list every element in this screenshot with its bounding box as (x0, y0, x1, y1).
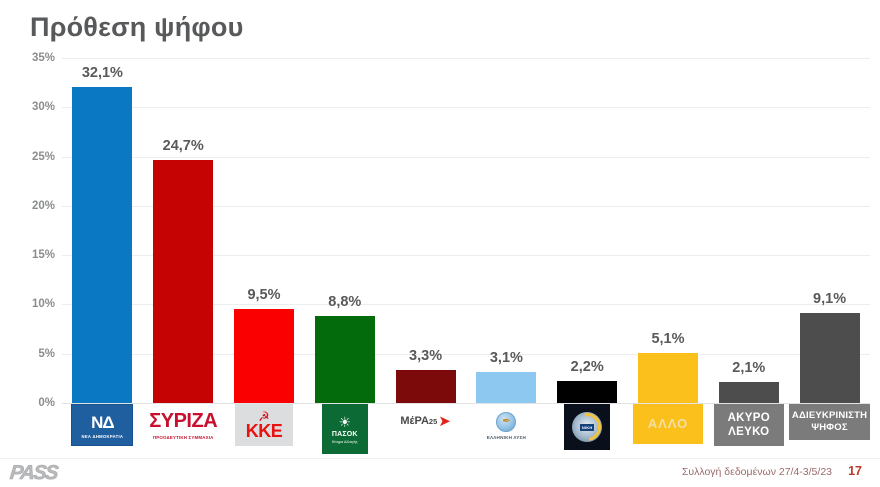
bar-value-label: 2,1% (732, 360, 766, 377)
y-axis-tick-label: 10% (31, 298, 55, 311)
adieukrinisti-psifos-label: ΑΔΙΕΥΚΡΙΝΙΣΤΗ ΨΗΦΟΣ (789, 404, 870, 440)
bar[interactable] (72, 86, 133, 403)
bar-value-label: 9,5% (247, 287, 281, 304)
mera25-logo-mark: ΜέΡΑ (400, 414, 429, 427)
y-axis-tick-label: 30% (31, 101, 55, 114)
mera25-logo: ΜέΡΑ 25 ➤ (392, 404, 459, 438)
bar-value-label: 8,8% (328, 294, 362, 311)
bar[interactable] (233, 309, 294, 403)
gridline (62, 304, 870, 306)
bar[interactable] (395, 370, 456, 403)
bar-value-label: 9,1% (813, 291, 847, 308)
category-logo-syriza[interactable]: ΣΥΡΙΖΑ ΠΡΟΟΔΕΥΤΙΚΗ ΣΥΜΜΑΧΙΑ (143, 404, 224, 462)
y-axis-tick-label: 35% (31, 52, 55, 64)
category-logo-pasok[interactable]: ☀ ΠΑΣΟΚ Κίνημα Αλλαγής (304, 404, 385, 462)
bar[interactable] (718, 382, 779, 403)
nd-logo: ΝΔ ΝΕΑ ΔΗΜΟΚΡΑΤΙΑ (71, 404, 134, 446)
bar[interactable] (637, 352, 698, 403)
category-logo-adieukrinisti[interactable]: ΑΔΙΕΥΚΡΙΝΙΣΤΗ ΨΗΦΟΣ (789, 404, 870, 462)
category-logo-kke[interactable]: ☭ ΚΚΕ (224, 404, 305, 462)
hammer-sickle-icon: ☭ (258, 409, 270, 424)
bar-value-label: 32,1% (81, 64, 123, 81)
bar[interactable] (557, 381, 618, 403)
bar-value-label: 2,2% (570, 359, 604, 376)
page-title: Πρόθεση ψήφου (30, 12, 244, 42)
globe-icon: ΝΙΚΗ (572, 412, 603, 442)
chart-bars-layer: 32,1% 24,7% 9,5% 8,8% 3,3% 3,1% 2,2% 5,1% 2,1% 9,… (62, 58, 870, 403)
bar-group[interactable]: 3,1% (466, 58, 547, 403)
footer-divider (0, 458, 880, 459)
elliniki-lysi-logo-subtitle: ΕΛΛΗΝΙΚΗ ΛΥΣΗ (486, 435, 526, 441)
y-axis-tick-label: 20% (31, 199, 55, 212)
category-logo-mera25[interactable]: ΜέΡΑ 25 ➤ (385, 404, 466, 462)
syriza-logo-mark: ΣΥΡΙΖΑ (149, 409, 218, 432)
bar-value-label: 5,1% (651, 330, 685, 347)
gridline (62, 107, 870, 109)
y-axis-tick-label: 0% (38, 397, 55, 409)
bar-group[interactable]: 24,7% (143, 58, 224, 403)
nd-logo-subtitle: ΝΕΑ ΔΗΜΟΚΡΑΤΙΑ (81, 433, 124, 439)
gridline (62, 58, 870, 59)
sun-icon: ☀ (338, 413, 352, 430)
category-logo-allo[interactable]: ΑΛΛΟ (628, 404, 709, 462)
bar[interactable] (476, 372, 537, 403)
chart-plot-area: 35% 30% 25% 20% 15% 10% 5% 0% (32, 52, 870, 409)
bar-value-label: 24,7% (162, 137, 204, 154)
bar-group[interactable]: 9,5% (224, 58, 305, 403)
data-collection-note: Συλλογή δεδομένων 27/4-3/5/23 (681, 466, 832, 478)
kke-logo: ☭ ΚΚΕ (234, 404, 293, 446)
gridline (62, 156, 870, 158)
y-axis-tick-label: 25% (31, 150, 55, 163)
gridline (62, 255, 870, 257)
chart-category-logos: ΝΔ ΝΕΑ ΔΗΜΟΚΡΑΤΙΑ ΣΥΡΙΖΑ ΠΡΟΟΔΕΥΤΙΚΗ ΣΥΜ… (62, 404, 870, 466)
bar-group[interactable]: 2,1% (708, 58, 789, 403)
arrow-icon: ➤ (438, 412, 451, 430)
gridline (62, 205, 870, 207)
page-number: 17 (848, 464, 862, 478)
bar-group[interactable]: 9,1% (789, 58, 870, 403)
pasok-logo: ☀ ΠΑΣΟΚ Κίνημα Αλλαγής (321, 404, 368, 454)
pasok-logo-mark: ΠΑΣΟΚ (331, 430, 358, 438)
category-logo-akyro-lefko[interactable]: ΑΚΥΡΟ ΛΕΥΚΟ (708, 404, 789, 462)
gridline (62, 353, 870, 355)
category-logo-nd[interactable]: ΝΔ ΝΕΑ ΔΗΜΟΚΡΑΤΙΑ (62, 404, 143, 462)
bar-group[interactable]: 5,1% (628, 58, 709, 403)
bar[interactable] (314, 316, 375, 403)
niki-logo: ΝΙΚΗ (564, 404, 611, 450)
bar-group[interactable]: 3,3% (385, 58, 466, 403)
kke-logo-mark: ΚΚΕ (245, 421, 283, 441)
bar-value-label: 3,1% (489, 350, 523, 367)
bar-value-label: 3,3% (409, 348, 443, 365)
category-logo-elliniki-lysi[interactable]: ✒ ΕΛΛΗΝΙΚΗ ΛΥΣΗ (466, 404, 547, 462)
mera25-logo-number: 25 (428, 416, 438, 426)
torch-icon: ✒ (496, 412, 517, 433)
pasok-logo-subtitle: Κίνημα Αλλαγής (332, 439, 358, 444)
syriza-logo: ΣΥΡΙΖΑ ΠΡΟΟΔΕΥΤΙΚΗ ΣΥΜΜΑΧΙΑ (144, 404, 223, 446)
y-axis-tick-label: 15% (31, 249, 55, 262)
gridline (62, 403, 870, 404)
bar-group[interactable]: 32,1% (62, 58, 143, 403)
y-axis-tick-label: 5% (38, 347, 55, 360)
bar-group[interactable]: 2,2% (547, 58, 628, 403)
bar-group[interactable]: 8,8% (304, 58, 385, 403)
bar[interactable] (799, 313, 860, 403)
elliniki-lysi-logo: ✒ ΕΛΛΗΝΙΚΗ ΛΥΣΗ (479, 404, 534, 450)
pass-logo: PASS (8, 462, 59, 485)
niki-logo-mark: ΝΙΚΗ (579, 423, 595, 431)
bar[interactable] (153, 159, 214, 403)
syriza-logo-subtitle: ΠΡΟΟΔΕΥΤΙΚΗ ΣΥΜΜΑΧΙΑ (152, 434, 214, 440)
akyro-lefko-label: ΑΚΥΡΟ ΛΕΥΚΟ (713, 404, 784, 446)
nd-logo-mark: ΝΔ (91, 412, 114, 432)
allo-label: ΑΛΛΟ (632, 404, 703, 444)
category-logo-niki[interactable]: ΝΙΚΗ (547, 404, 628, 462)
